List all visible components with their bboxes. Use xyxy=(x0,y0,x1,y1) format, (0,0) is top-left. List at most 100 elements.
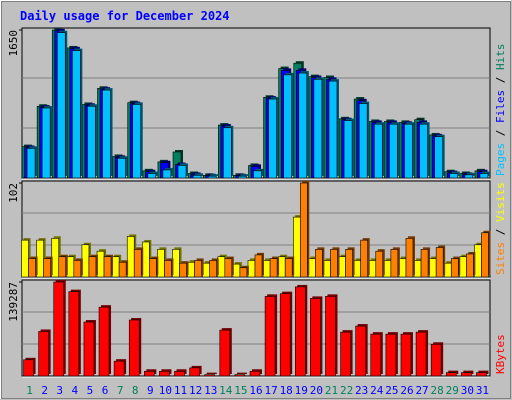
x-tick-label: 7 xyxy=(117,384,124,397)
bar-face xyxy=(315,249,323,278)
bar xyxy=(58,254,68,278)
bar xyxy=(283,72,294,179)
bar-face xyxy=(383,260,392,278)
bar-face xyxy=(292,216,301,278)
bar-face xyxy=(239,267,248,278)
bar xyxy=(445,370,459,377)
bar xyxy=(189,365,202,377)
legend-separator: / xyxy=(494,222,507,242)
bar-face xyxy=(224,258,233,278)
bar xyxy=(461,370,474,377)
bar xyxy=(466,251,476,278)
bar-face xyxy=(238,175,247,179)
bar-face xyxy=(21,239,29,278)
x-tick-label: 2 xyxy=(41,384,48,397)
bar-face xyxy=(133,249,142,278)
bar-face xyxy=(56,32,66,179)
bar xyxy=(264,294,278,377)
bar xyxy=(315,247,325,278)
bar-face xyxy=(219,329,231,377)
bar-face xyxy=(103,256,112,278)
bar xyxy=(147,171,158,179)
bar xyxy=(88,254,98,278)
x-tick-label: 6 xyxy=(102,384,109,397)
bar-face xyxy=(330,249,338,278)
bar-face xyxy=(189,367,200,377)
bar-face xyxy=(449,173,459,179)
x-tick-label: 29 xyxy=(446,384,459,397)
bar-face xyxy=(294,286,306,377)
bar xyxy=(400,332,413,377)
bar-face xyxy=(53,281,65,377)
bar xyxy=(449,171,460,179)
bar xyxy=(481,230,491,278)
bar-face xyxy=(368,260,377,278)
bar-face xyxy=(132,104,142,179)
bar xyxy=(435,245,446,278)
x-tick-label: 25 xyxy=(385,384,398,397)
bar-face xyxy=(413,260,422,278)
y-tick-label: 1650 xyxy=(7,30,20,57)
bar-side xyxy=(240,174,249,176)
bar xyxy=(192,173,204,179)
bar-face xyxy=(234,374,246,377)
bar xyxy=(117,156,128,179)
bar-face xyxy=(277,256,286,278)
bar-side xyxy=(448,370,459,374)
y-tick-label: 102 xyxy=(7,183,20,203)
bar xyxy=(149,256,159,278)
bar xyxy=(294,284,308,377)
bar xyxy=(223,125,234,179)
bar-face xyxy=(420,249,429,278)
bar xyxy=(328,79,339,179)
bar xyxy=(405,236,415,278)
bar xyxy=(38,329,51,377)
bar xyxy=(26,146,38,179)
bar-face xyxy=(323,260,331,278)
bar-face xyxy=(194,260,202,278)
bar-face xyxy=(430,343,442,377)
bar-face xyxy=(358,103,368,179)
bar xyxy=(209,258,219,278)
bar-face xyxy=(36,239,44,278)
bar-face xyxy=(41,107,51,179)
bar-face xyxy=(355,325,366,377)
bar xyxy=(279,291,293,377)
bar xyxy=(164,258,174,278)
bar xyxy=(144,369,157,377)
bar-face xyxy=(83,321,95,377)
x-tick-label: 15 xyxy=(234,384,247,397)
bar xyxy=(53,280,66,377)
bar-face xyxy=(389,123,398,179)
bar-face xyxy=(223,127,232,179)
bar-face xyxy=(466,253,474,278)
bar xyxy=(103,254,114,278)
legend: Sites / Visits xyxy=(494,182,507,275)
bar xyxy=(113,359,127,377)
bar-face xyxy=(476,372,487,377)
legend-entry: KBytes xyxy=(494,334,507,374)
bar-face xyxy=(98,306,110,377)
bar-face xyxy=(268,98,277,179)
bar-face xyxy=(87,105,96,179)
bar xyxy=(355,324,368,377)
bar-face xyxy=(353,260,361,278)
bar-face xyxy=(113,360,125,377)
chart-title: Daily usage for December 2024 xyxy=(20,9,230,23)
bar xyxy=(87,104,98,179)
bar xyxy=(43,256,53,278)
legend-separator: / xyxy=(494,70,507,90)
bar-face xyxy=(66,256,75,278)
bar xyxy=(234,372,247,377)
bar xyxy=(179,261,189,278)
bar-face xyxy=(338,256,346,278)
legend-entry: Hits xyxy=(494,44,507,71)
bar-face xyxy=(187,261,195,278)
bar-face xyxy=(72,50,81,179)
bar-side xyxy=(206,372,217,374)
bar-face xyxy=(209,260,218,278)
bar-face xyxy=(117,157,126,179)
bar-face xyxy=(479,173,489,179)
